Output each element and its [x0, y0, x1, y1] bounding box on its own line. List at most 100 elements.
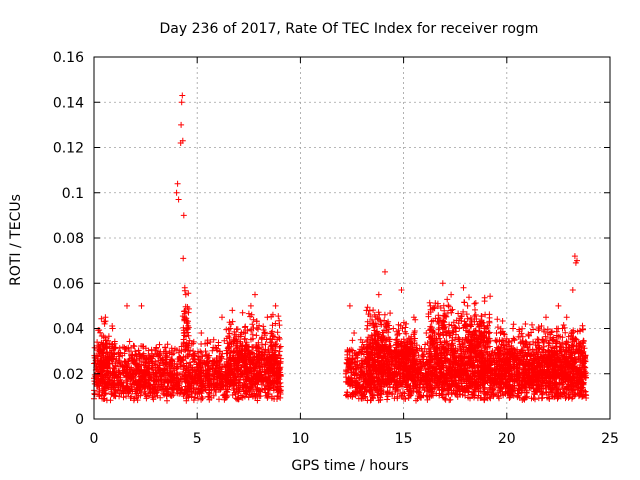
data-point — [194, 391, 201, 398]
data-point — [132, 348, 139, 355]
data-point — [142, 360, 149, 366]
data-point — [214, 382, 221, 389]
data-point — [425, 356, 432, 363]
data-point — [264, 390, 271, 396]
data-point — [528, 378, 535, 385]
data-point — [188, 380, 195, 386]
data-point — [489, 386, 496, 393]
data-point — [168, 356, 175, 363]
data-point — [257, 368, 264, 375]
data-point — [414, 395, 421, 402]
data-point — [164, 397, 170, 404]
data-point — [230, 376, 237, 383]
data-point — [418, 364, 425, 370]
data-point — [261, 332, 268, 339]
data-point — [245, 310, 252, 317]
data-point — [254, 374, 261, 381]
data-point — [190, 384, 197, 391]
data-point — [175, 376, 182, 383]
data-point — [424, 396, 431, 403]
data-point — [140, 350, 147, 357]
data-point — [264, 356, 271, 363]
data-point — [538, 395, 545, 402]
data-point — [179, 386, 186, 393]
data-point — [130, 342, 137, 349]
data-point — [519, 397, 526, 403]
data-point — [224, 367, 231, 374]
data-point — [182, 342, 189, 349]
data-point — [146, 387, 153, 394]
data-point — [188, 393, 195, 400]
data-point — [241, 381, 248, 388]
data-point — [257, 388, 264, 394]
data-point — [262, 349, 269, 356]
data-point — [276, 317, 283, 324]
data-point — [157, 394, 164, 401]
data-point — [269, 379, 276, 385]
data-point — [141, 375, 148, 382]
data-point — [198, 393, 205, 400]
data-point — [168, 350, 175, 357]
data-point — [150, 396, 157, 403]
data-point — [273, 340, 280, 347]
data-point — [494, 389, 501, 396]
data-point — [352, 350, 359, 357]
data-point — [96, 349, 103, 355]
data-point — [234, 344, 241, 351]
data-point — [110, 356, 117, 363]
data-point — [579, 393, 586, 400]
data-point — [349, 352, 356, 359]
data-point — [229, 370, 236, 376]
data-point — [452, 390, 458, 397]
data-point — [164, 352, 171, 359]
data-point — [155, 387, 162, 394]
data-point — [185, 309, 192, 316]
data-point — [145, 347, 152, 354]
data-point — [446, 397, 453, 404]
data-point — [230, 387, 237, 394]
data-point — [134, 390, 140, 397]
data-point — [126, 356, 133, 363]
data-point — [484, 395, 491, 402]
data-point — [263, 336, 270, 343]
data-point — [221, 392, 228, 399]
data-point — [132, 370, 139, 377]
data-point — [417, 381, 423, 387]
data-point — [128, 368, 135, 375]
data-point — [443, 370, 449, 377]
data-point — [371, 374, 378, 381]
data-point — [274, 329, 281, 336]
data-point — [191, 394, 198, 401]
data-point — [525, 379, 532, 386]
data-point — [249, 321, 256, 328]
data-point — [276, 336, 283, 342]
data-point — [146, 353, 153, 360]
data-point — [510, 365, 517, 372]
data-point — [98, 363, 105, 370]
data-point — [256, 393, 263, 400]
data-point — [246, 388, 253, 395]
data-point — [190, 338, 197, 345]
data-point — [125, 369, 131, 375]
data-point — [192, 375, 199, 382]
data-point — [191, 352, 198, 359]
data-point — [242, 357, 249, 363]
data-point — [183, 333, 189, 340]
data-point — [226, 319, 233, 326]
data-point — [180, 366, 187, 373]
data-point — [265, 370, 272, 377]
data-point — [481, 390, 488, 397]
data-point — [181, 317, 188, 324]
data-point — [269, 311, 276, 318]
data-point — [214, 355, 221, 361]
data-point — [158, 372, 165, 378]
data-point — [241, 393, 248, 400]
data-point — [268, 339, 275, 346]
data-point — [532, 396, 538, 403]
data-point — [223, 358, 230, 365]
data-point — [202, 386, 209, 393]
data-point — [153, 376, 160, 383]
data-point — [253, 342, 260, 348]
data-point — [262, 341, 269, 348]
data-point — [249, 392, 256, 399]
